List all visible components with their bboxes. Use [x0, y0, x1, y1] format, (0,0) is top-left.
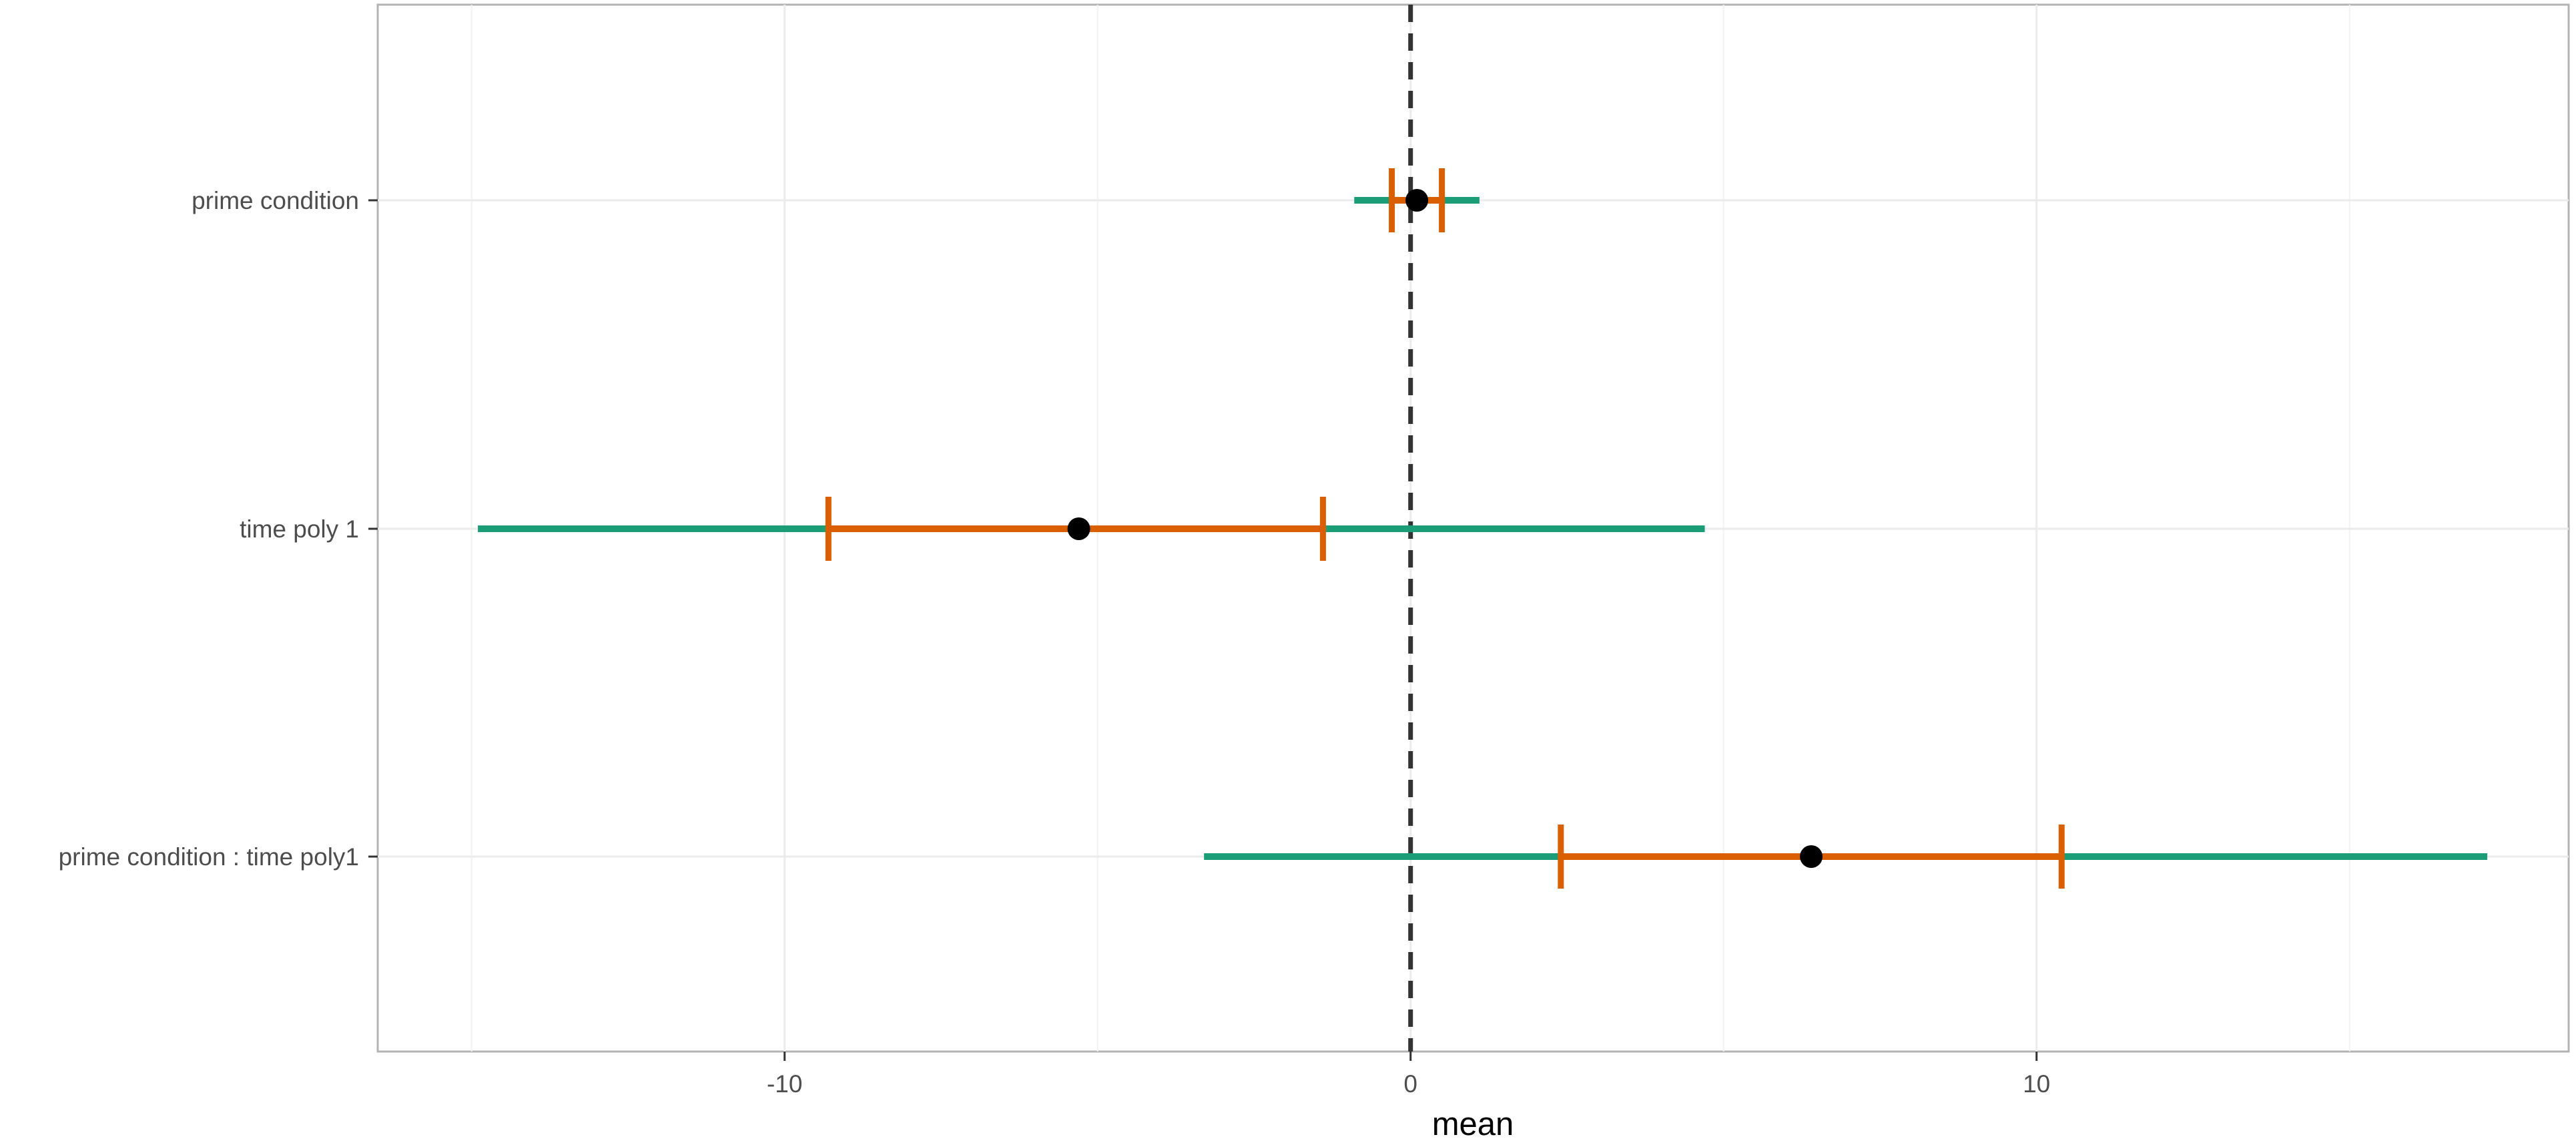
point-estimate — [1405, 189, 1429, 212]
point-estimate — [1800, 845, 1823, 868]
x-axis-title: mean — [1432, 1106, 1514, 1141]
point-estimate — [1067, 517, 1090, 540]
x-tick-label: 0 — [1403, 1070, 1417, 1098]
y-tick-label: prime condition — [192, 187, 359, 214]
x-tick-label: -10 — [767, 1070, 802, 1098]
point-layer — [1067, 189, 1823, 868]
y-tick-label: time poly 1 — [240, 515, 359, 543]
x-tick-label: 10 — [2023, 1070, 2050, 1098]
y-tick-labels: prime condition time poly 1 prime conditio… — [59, 187, 378, 871]
y-tick-label: prime condition : time poly1 — [59, 843, 359, 871]
x-tick-labels: -10 0 10 — [767, 1052, 2050, 1098]
